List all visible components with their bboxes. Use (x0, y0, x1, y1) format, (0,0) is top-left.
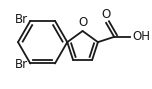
Text: O: O (102, 8, 111, 21)
Text: OH: OH (132, 30, 150, 43)
Text: Br: Br (15, 13, 28, 26)
Text: O: O (78, 16, 87, 29)
Text: Br: Br (15, 58, 28, 71)
